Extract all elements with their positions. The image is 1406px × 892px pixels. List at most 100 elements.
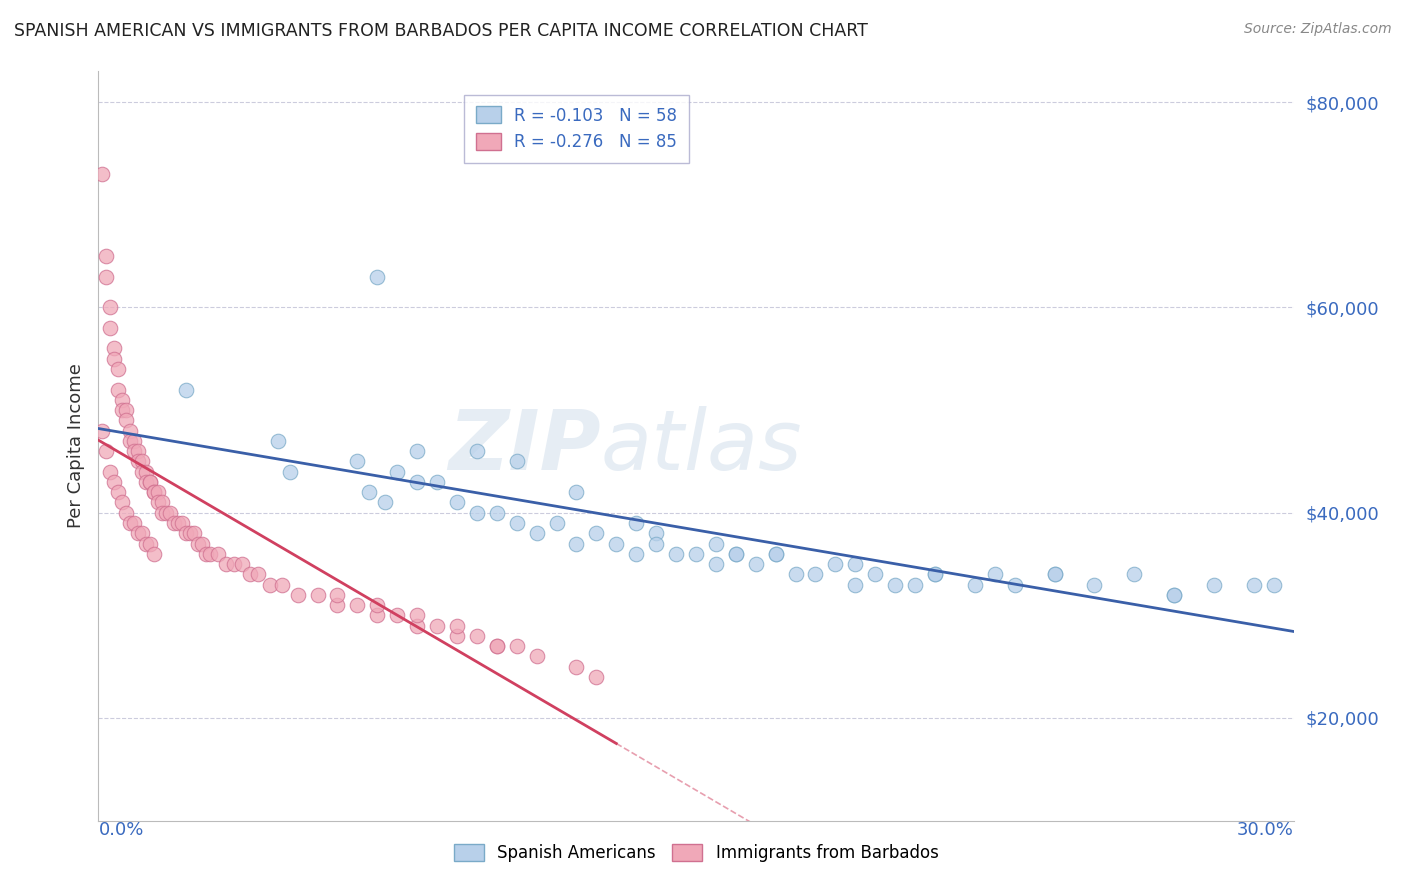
Point (96, 444, 118, 458)
Point (115, 506, 138, 520)
Point (239, 567, 262, 582)
Point (366, 269, 388, 284)
Point (645, 526, 668, 541)
Point (485, 639, 508, 653)
Point (259, 577, 281, 591)
Point (406, 444, 429, 458)
Point (127, 526, 149, 541)
Point (366, 608, 388, 623)
Point (195, 547, 218, 561)
Point (704, 557, 727, 571)
Point (506, 516, 529, 530)
Point (98, 301, 122, 315)
Point (406, 608, 429, 623)
Point (585, 526, 607, 541)
Point (884, 577, 907, 591)
Point (139, 475, 162, 489)
Point (844, 577, 866, 591)
Point (111, 392, 134, 407)
Point (446, 618, 468, 632)
Point (904, 577, 927, 591)
Point (924, 567, 946, 582)
Point (724, 547, 747, 561)
Text: 30.0%: 30.0% (1237, 821, 1294, 838)
Point (1083, 577, 1105, 591)
Point (270, 577, 292, 591)
Point (124, 444, 146, 458)
Point (107, 383, 129, 397)
Point (824, 557, 846, 571)
Point (120, 516, 142, 530)
Point (103, 351, 125, 366)
Point (167, 516, 190, 530)
Y-axis label: Per Capita Income: Per Capita Income (66, 364, 84, 528)
Point (127, 454, 149, 468)
Point (143, 485, 166, 500)
Point (278, 465, 301, 479)
Point (115, 403, 138, 417)
Point (267, 434, 290, 448)
Point (346, 454, 368, 468)
Text: atlas: atlas (600, 406, 801, 486)
Point (159, 506, 181, 520)
Point (526, 526, 548, 541)
Point (174, 383, 197, 397)
Point (231, 557, 253, 571)
Point (704, 536, 727, 550)
Point (287, 588, 309, 602)
Point (984, 567, 1007, 582)
Point (120, 424, 142, 438)
Point (406, 475, 429, 489)
Point (148, 485, 170, 500)
Point (1163, 588, 1185, 602)
Point (326, 598, 349, 612)
Point (139, 536, 162, 550)
Point (148, 495, 170, 509)
Point (139, 475, 162, 489)
Point (565, 485, 588, 500)
Point (626, 516, 648, 530)
Point (215, 557, 238, 571)
Point (111, 495, 134, 509)
Point (506, 639, 529, 653)
Point (485, 506, 508, 520)
Point (374, 495, 396, 509)
Point (135, 465, 157, 479)
Point (1043, 567, 1066, 582)
Point (143, 547, 166, 561)
Point (326, 588, 349, 602)
Point (198, 547, 221, 561)
Point (446, 629, 468, 643)
Point (565, 659, 588, 673)
Text: 0.0%: 0.0% (98, 821, 143, 838)
Point (465, 444, 488, 458)
Point (135, 475, 157, 489)
Point (765, 547, 787, 561)
Point (131, 454, 153, 468)
Point (546, 516, 568, 530)
Point (485, 639, 508, 653)
Point (924, 567, 946, 582)
Point (91, 167, 114, 181)
Point (765, 547, 787, 561)
Point (187, 536, 209, 550)
Point (745, 557, 768, 571)
Point (143, 485, 166, 500)
Point (1202, 577, 1225, 591)
Text: ZIP: ZIP (447, 406, 600, 486)
Point (426, 618, 449, 632)
Point (98, 321, 122, 335)
Point (426, 475, 449, 489)
Legend: Spanish Americans, Immigrants from Barbados: Spanish Americans, Immigrants from Barba… (447, 837, 945, 869)
Point (865, 567, 887, 582)
Point (111, 403, 134, 417)
Point (124, 434, 146, 448)
Point (645, 536, 668, 550)
Point (724, 547, 747, 561)
Point (465, 506, 488, 520)
Point (785, 567, 807, 582)
Point (506, 454, 529, 468)
Point (665, 547, 688, 561)
Point (103, 475, 125, 489)
Point (120, 434, 142, 448)
